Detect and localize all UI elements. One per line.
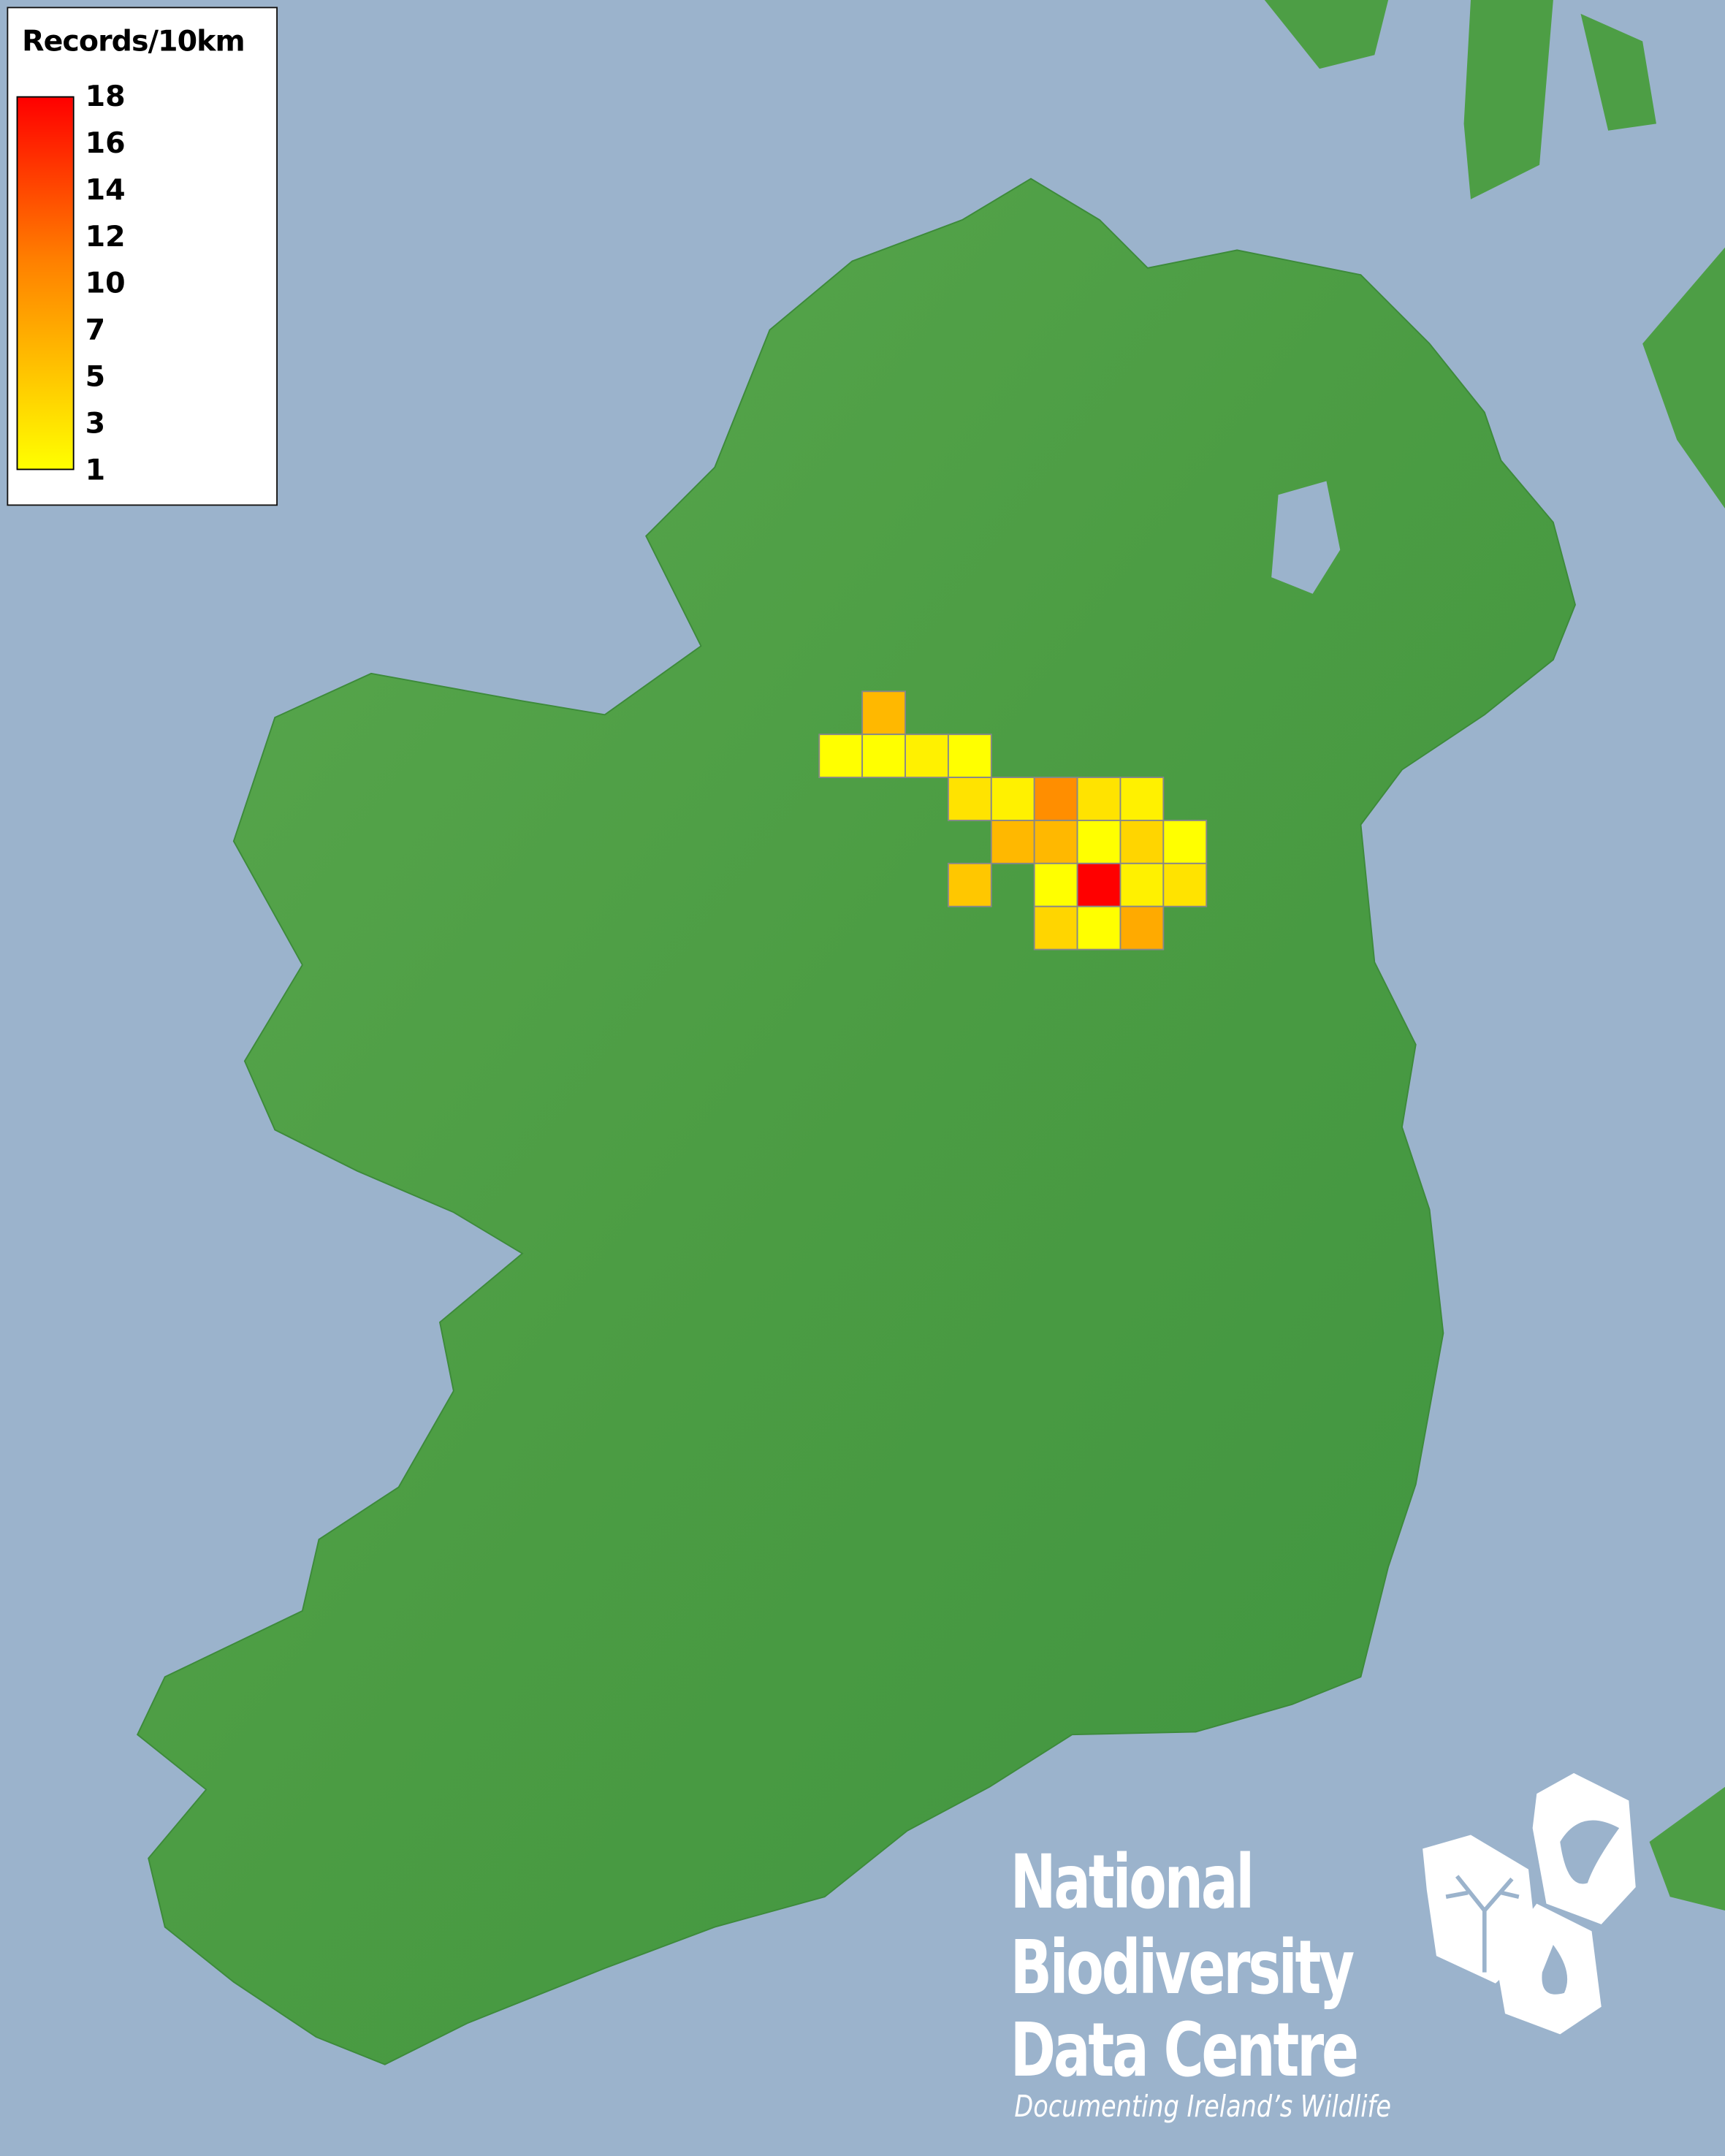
logo-line-2: Biodiversity <box>1010 1924 1355 2011</box>
record-cell <box>818 734 864 779</box>
record-cell <box>947 862 992 907</box>
record-cell <box>1033 820 1078 864</box>
logo-tagline: Documenting Ireland’s Wildlife <box>1014 2090 1391 2125</box>
logo-line-1: National <box>1010 1839 1254 1926</box>
logo-line-3: Data Centre <box>1010 2006 1359 2094</box>
record-cell <box>1076 820 1122 864</box>
record-cell <box>1033 862 1078 907</box>
record-cell <box>861 690 906 736</box>
legend-tick: 14 <box>85 173 126 207</box>
legend-tick: 12 <box>85 220 126 254</box>
butterfly-icon <box>1532 1772 1636 1924</box>
legend-tick: 18 <box>85 80 126 113</box>
record-cell <box>1076 862 1122 907</box>
legend-tick: 5 <box>85 359 106 394</box>
record-cell <box>1076 777 1122 821</box>
legend-tick: 1 <box>85 453 106 487</box>
record-cells <box>818 690 1208 951</box>
record-cell <box>990 820 1035 864</box>
record-cell <box>947 734 992 779</box>
seahorse-icon <box>1495 1903 1602 2035</box>
logo-hexagons <box>1423 1772 1636 2035</box>
legend-tick: 16 <box>85 126 126 160</box>
record-cell <box>1076 905 1122 951</box>
record-cell <box>1033 905 1078 951</box>
record-cell <box>1162 862 1208 907</box>
legend: Records/10km 18 16 14 12 10 7 5 3 1 <box>7 7 278 506</box>
legend-tick: 7 <box>85 313 106 347</box>
record-cell <box>1119 777 1165 821</box>
legend-tick: 3 <box>85 406 106 441</box>
record-cell <box>861 734 906 779</box>
record-cell <box>1119 905 1165 951</box>
record-cell <box>1119 820 1165 864</box>
legend-title: Records/10km <box>22 24 245 58</box>
record-cell <box>1119 862 1165 907</box>
record-cell <box>990 777 1035 821</box>
lough-neagh <box>1271 481 1341 594</box>
record-cell <box>905 734 949 779</box>
nbdc-logo: National Biodiversity Data Centre Docume… <box>1010 1766 1642 2137</box>
legend-colorbar <box>16 96 75 471</box>
ireland-land <box>136 178 1576 2065</box>
record-cell <box>1033 777 1078 821</box>
record-cell <box>1162 820 1208 864</box>
legend-tick: 10 <box>85 266 126 300</box>
record-cell <box>947 777 992 821</box>
